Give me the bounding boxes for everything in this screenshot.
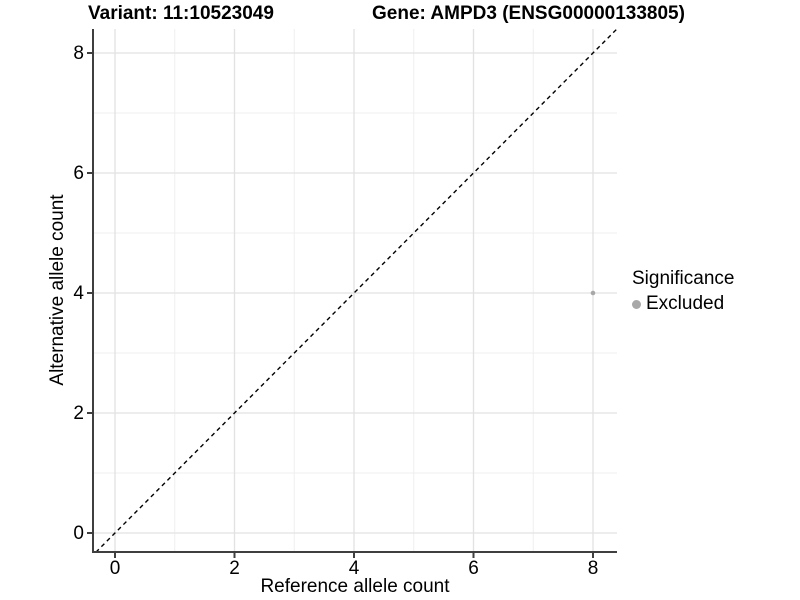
legend-point-icon [632,299,641,309]
data-point [590,290,596,296]
y-tick-label: 4 [73,283,84,304]
x-tick-label: 4 [349,558,360,579]
y-axis-label: Alternative allele count [47,194,68,386]
identity-line [95,28,618,553]
legend-title: Significance [632,268,735,289]
legend-item-label: Excluded [646,293,725,314]
y-tick-label: 6 [73,163,84,184]
x-axis-label: Reference allele count [260,576,450,597]
legend: Significance Excluded [632,268,734,315]
variant-title: Variant: 11:10523049 [88,3,274,24]
x-tick-label: 0 [110,558,121,579]
y-tick-label: 0 [73,523,84,544]
y-tick-label: 2 [73,403,84,424]
y-tick-label: 8 [73,43,84,64]
x-tick-label: 6 [468,558,479,579]
legend-item-excluded: Excluded [632,293,734,315]
x-tick-label: 2 [229,558,240,579]
gene-title: Gene: AMPD3 (ENSG00000133805) [372,3,685,24]
x-tick-label: 8 [588,558,599,579]
